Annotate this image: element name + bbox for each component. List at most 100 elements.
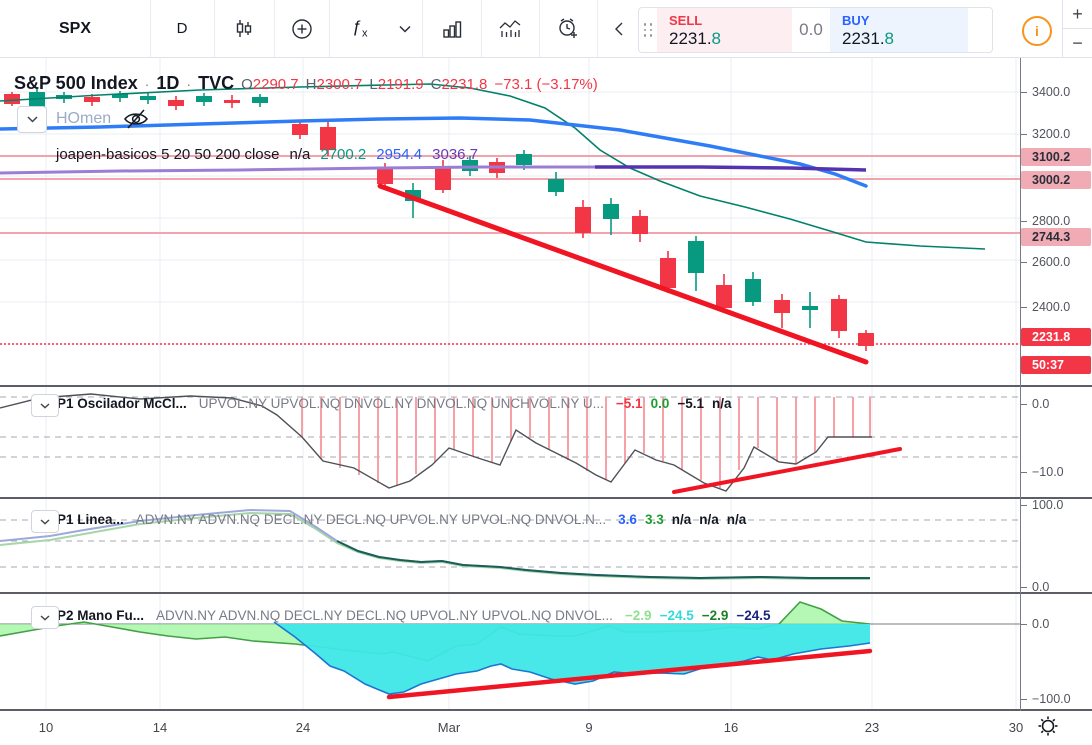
money-flow-line-blue [273,621,871,695]
study-legend-row[interactable]: HOmen [56,108,149,130]
indicator-templates-button[interactable] [388,0,422,57]
chevron-down-icon [26,116,38,123]
interval-button[interactable]: D [150,0,214,57]
order-panel-drag-handle[interactable] [639,8,657,52]
candle-body [224,100,240,103]
symbol-button[interactable]: SPX [0,0,150,57]
sell-price: 2231.8 [669,28,722,48]
ohlc-item: H2300.7 [305,76,363,93]
price-axis-label: 0.0 [1021,395,1091,413]
buy-label: BUY [842,12,870,28]
panel-value: 3.6 [618,512,637,527]
time-axis[interactable]: 10 14 24 Mar 9 16 23 30 [0,711,1092,745]
price-axis-label: 2800.0 [1021,212,1091,230]
trendline [672,447,902,494]
toolbar: SPX D ƒx [0,0,1092,58]
panel-params: ADVN.NY ADVN.NQ DECL.NY DECL.NQ UPVOL.NY… [135,512,607,527]
toolbar-separator [274,0,275,57]
candle-body [802,306,818,310]
compare-button[interactable] [274,0,329,57]
price-axis-label: 3100.2 [1021,148,1091,166]
page-title: S&P 500 Index [14,73,138,93]
price-axis-label: 3000.2 [1021,171,1091,189]
candle-body [462,160,478,171]
panel-value: −5.1 [677,396,704,411]
eye-slash-icon[interactable] [123,108,149,130]
ohlc-item: O2290.7 [241,76,299,93]
study-label-joapen: joapen-basicos 5 20 50 200 close [56,146,280,163]
chevron-down-icon [399,25,411,33]
toolbar-separator [1062,0,1063,57]
panel1-collapse-button[interactable] [31,394,59,417]
candle-body [320,127,336,150]
ohlc-values: O2290.7 H2300.7 L2191.9 C2231.8 [241,76,487,93]
panel-value: −2.9 [701,608,729,623]
study-value: 2700.2 [320,146,367,163]
sell-button[interactable]: SELL 2231.8 [657,8,792,52]
zoom-out-button[interactable]: − [1063,29,1092,57]
bar-chart-icon [442,20,461,38]
panel3-collapse-button[interactable] [31,606,59,629]
info-button[interactable]: i [1022,16,1052,46]
candle-body [575,207,591,233]
toolbar-separator [329,0,330,57]
column-chart-button[interactable] [422,0,481,57]
candlestick-icon [236,19,252,37]
pane-separator[interactable] [0,497,1092,499]
candle-body [196,96,212,102]
oscillator-line [0,393,872,492]
candle-body [4,94,20,104]
time-axis-label: 9 [585,720,593,735]
collapse-toolbar-button[interactable] [600,0,638,57]
time-axis-label: Mar [437,720,461,735]
panel-value: −5.1 [615,396,643,411]
price-axis-label: −100.0 [1021,690,1091,708]
study-legend-row[interactable]: joapen-basicos 5 20 50 200 close n/a 2700… [56,146,478,163]
panel-header[interactable]: P1 Oscilador McCl... UPVOL.NY UPVOL.NQ DN… [57,396,732,411]
time-axis-label: 23 [864,720,880,735]
study-label-homen: HOmen [56,110,112,127]
buy-price: 2231.8 [842,28,895,48]
candle-body [548,179,564,192]
legend-interval: 1D [156,73,180,93]
panel2-collapse-button[interactable] [31,510,59,533]
panel-header[interactable]: P1 Linea... ADVN.NY ADVN.NQ DECL.NY DECL.… [57,512,746,527]
line-over-bars-button[interactable] [481,0,539,57]
chevron-left-icon [615,22,623,35]
trendline [386,648,873,700]
ma-line-purple-dark [595,165,867,172]
panel-header[interactable]: P2 Mano Fu... ADVN.NY ADVN.NQ DECL.NY DEC… [57,608,771,623]
panel-title: P2 Mano Fu... [57,608,145,623]
price-axis-label: −10.0 [1021,463,1091,481]
toolbar-separator [150,0,151,57]
indicators-button[interactable]: ƒx [334,0,386,57]
chart-style-button[interactable] [214,0,274,57]
panel-value: n/a [726,512,747,527]
time-axis-label: 16 [723,720,739,735]
line-chart-icon [499,19,521,37]
time-axis-label: 24 [295,720,311,735]
panel-value: −2.9 [624,608,652,623]
price-axis-label: 50:37 [1021,356,1091,374]
alert-button[interactable] [539,0,597,57]
ma-line-teal [0,83,986,250]
price-axis-label: 2744.3 [1021,228,1091,246]
zoom-in-button[interactable]: + [1063,0,1092,29]
main-legend-collapse-button[interactable] [17,106,47,133]
price-axis-label: 3200.0 [1021,125,1091,143]
toolbar-separator [214,0,215,57]
price-axis-label: 3400.0 [1021,83,1091,101]
pane-separator[interactable] [0,592,1092,594]
panel-title: P1 Oscilador McCl... [57,396,187,411]
pane-separator[interactable] [0,385,1092,387]
buy-button[interactable]: BUY 2231.8 [830,8,968,52]
study-value: 3036.7 [432,146,479,163]
drag-dots-icon [643,23,653,37]
time-axis-settings-button[interactable] [1034,712,1062,745]
plus-circle-icon [291,18,312,39]
price-axis-label: 100.0 [1021,496,1091,514]
panel-values: −5.1 0.0 −5.1 n/a [616,396,732,411]
panel-value: −24.5 [736,608,771,623]
panel-value: 0.0 [650,396,670,411]
